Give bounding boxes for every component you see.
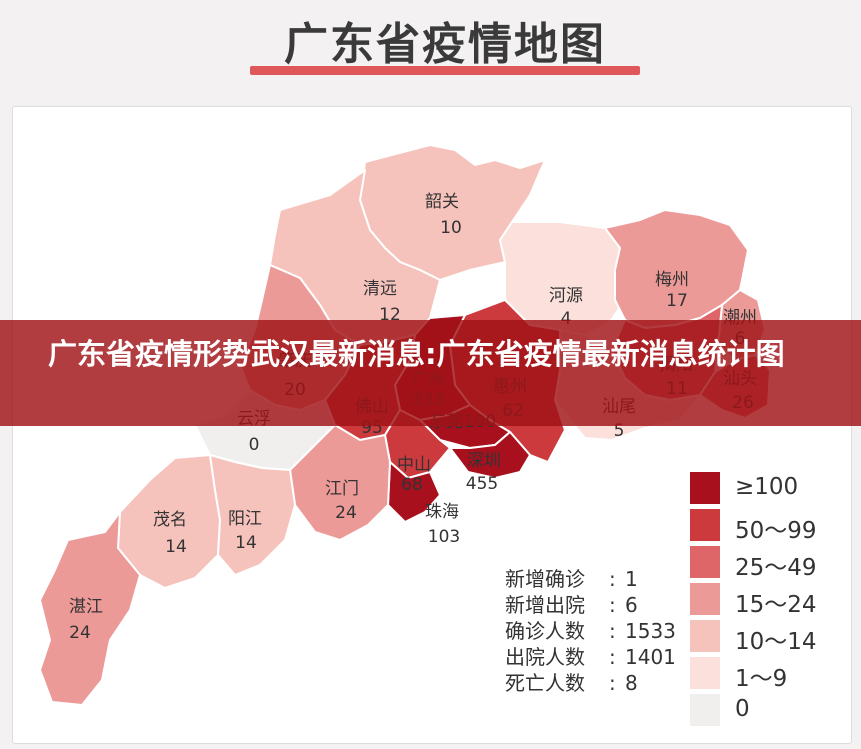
legend-item: 10～14 xyxy=(690,620,840,655)
stat-colon: : xyxy=(609,671,616,695)
city-name: 湛江 xyxy=(69,597,103,617)
city-name: 茂名 xyxy=(153,510,187,530)
legend-item: 0 xyxy=(690,694,840,726)
stat-value: 6 xyxy=(625,593,638,617)
page-title: 广东省疫情地图 xyxy=(284,19,606,70)
city-count: 68 xyxy=(401,475,423,495)
city-name: 中山 xyxy=(397,455,431,475)
stat-value: 1533 xyxy=(625,619,676,643)
title-area: 广东省疫情地图 xyxy=(0,0,861,100)
legend-swatch xyxy=(690,657,720,689)
city-count: 455 xyxy=(466,474,498,494)
city-name: 韶关 xyxy=(425,192,459,212)
stat-row: 确诊人数:1533 xyxy=(505,615,676,643)
stat-colon: : xyxy=(609,619,616,643)
city-name: 河源 xyxy=(549,286,583,306)
stat-label: 确诊人数 xyxy=(505,619,585,643)
region-zhuhai[interactable] xyxy=(387,461,441,523)
legend-swatch xyxy=(690,694,720,726)
city-name: 阳江 xyxy=(228,509,262,529)
city-count: 24 xyxy=(335,503,357,523)
city-count: 4 xyxy=(561,309,572,329)
city-count: 103 xyxy=(428,527,460,547)
legend-item: 1～9 xyxy=(690,657,840,692)
region-shenzhen[interactable] xyxy=(449,431,531,479)
title-underline xyxy=(250,66,640,75)
city-name: 深圳 xyxy=(467,451,501,471)
city-name: 珠海 xyxy=(425,502,459,522)
city-count: 14 xyxy=(165,537,187,557)
legend-label: 25～49 xyxy=(735,555,817,581)
city-name: 江门 xyxy=(325,479,359,499)
legend-label: ≥100 xyxy=(735,474,799,500)
stat-colon: : xyxy=(609,567,616,591)
legend-swatch xyxy=(690,583,720,615)
stat-value: 1 xyxy=(625,567,638,591)
legend-item: 25～49 xyxy=(690,546,840,581)
region-jiangmen[interactable] xyxy=(289,424,391,541)
stat-label: 新增确诊 xyxy=(505,567,585,591)
stat-colon: : xyxy=(609,593,616,617)
legend-swatch xyxy=(690,620,720,652)
city-count: 14 xyxy=(235,533,257,553)
legend-swatch xyxy=(690,509,720,541)
city-name: 清远 xyxy=(363,279,397,299)
stat-colon: : xyxy=(609,645,616,669)
legend-swatch xyxy=(690,546,720,578)
legend-label: 0 xyxy=(735,696,750,722)
region-yangjiang[interactable] xyxy=(209,454,296,576)
legend-item: 50～99 xyxy=(690,509,840,544)
city-count: 10 xyxy=(440,218,462,238)
stats-panel: 新增确诊:1 新增出院:6 确诊人数:1533 出院人数:1401 死亡人数:8 xyxy=(505,563,676,695)
stat-row: 出院人数:1401 xyxy=(505,641,676,669)
stat-row: 新增确诊:1 xyxy=(505,563,676,591)
city-count: 0 xyxy=(249,435,260,455)
legend-label: 15～24 xyxy=(735,592,817,618)
banner-text: 广东省疫情形势武汉最新消息:广东省疫情最新消息统计图 xyxy=(48,337,785,371)
legend-label: 50～99 xyxy=(735,518,817,544)
city-count: 5 xyxy=(614,421,625,441)
legend-item: 15～24 xyxy=(690,583,840,618)
stat-label: 出院人数 xyxy=(505,645,585,669)
city-count: 24 xyxy=(69,623,91,643)
stat-row: 死亡人数:8 xyxy=(505,667,676,695)
stat-value: 8 xyxy=(625,671,638,695)
legend-label: 1～9 xyxy=(735,666,788,692)
city-name: 梅州 xyxy=(655,270,689,290)
legend-item: ≥100 xyxy=(690,472,840,504)
city-count: 17 xyxy=(666,291,688,311)
stat-row: 新增出院:6 xyxy=(505,589,676,617)
stat-label: 新增出院 xyxy=(505,593,585,617)
region-zhanjiang[interactable] xyxy=(39,511,141,706)
stat-label: 死亡人数 xyxy=(505,671,585,695)
legend-swatch xyxy=(690,472,720,504)
stat-value: 1401 xyxy=(625,645,676,669)
headline-banner: 广东省疫情形势武汉最新消息:广东省疫情最新消息统计图 xyxy=(0,320,861,426)
legend-label: 10～14 xyxy=(735,629,817,655)
